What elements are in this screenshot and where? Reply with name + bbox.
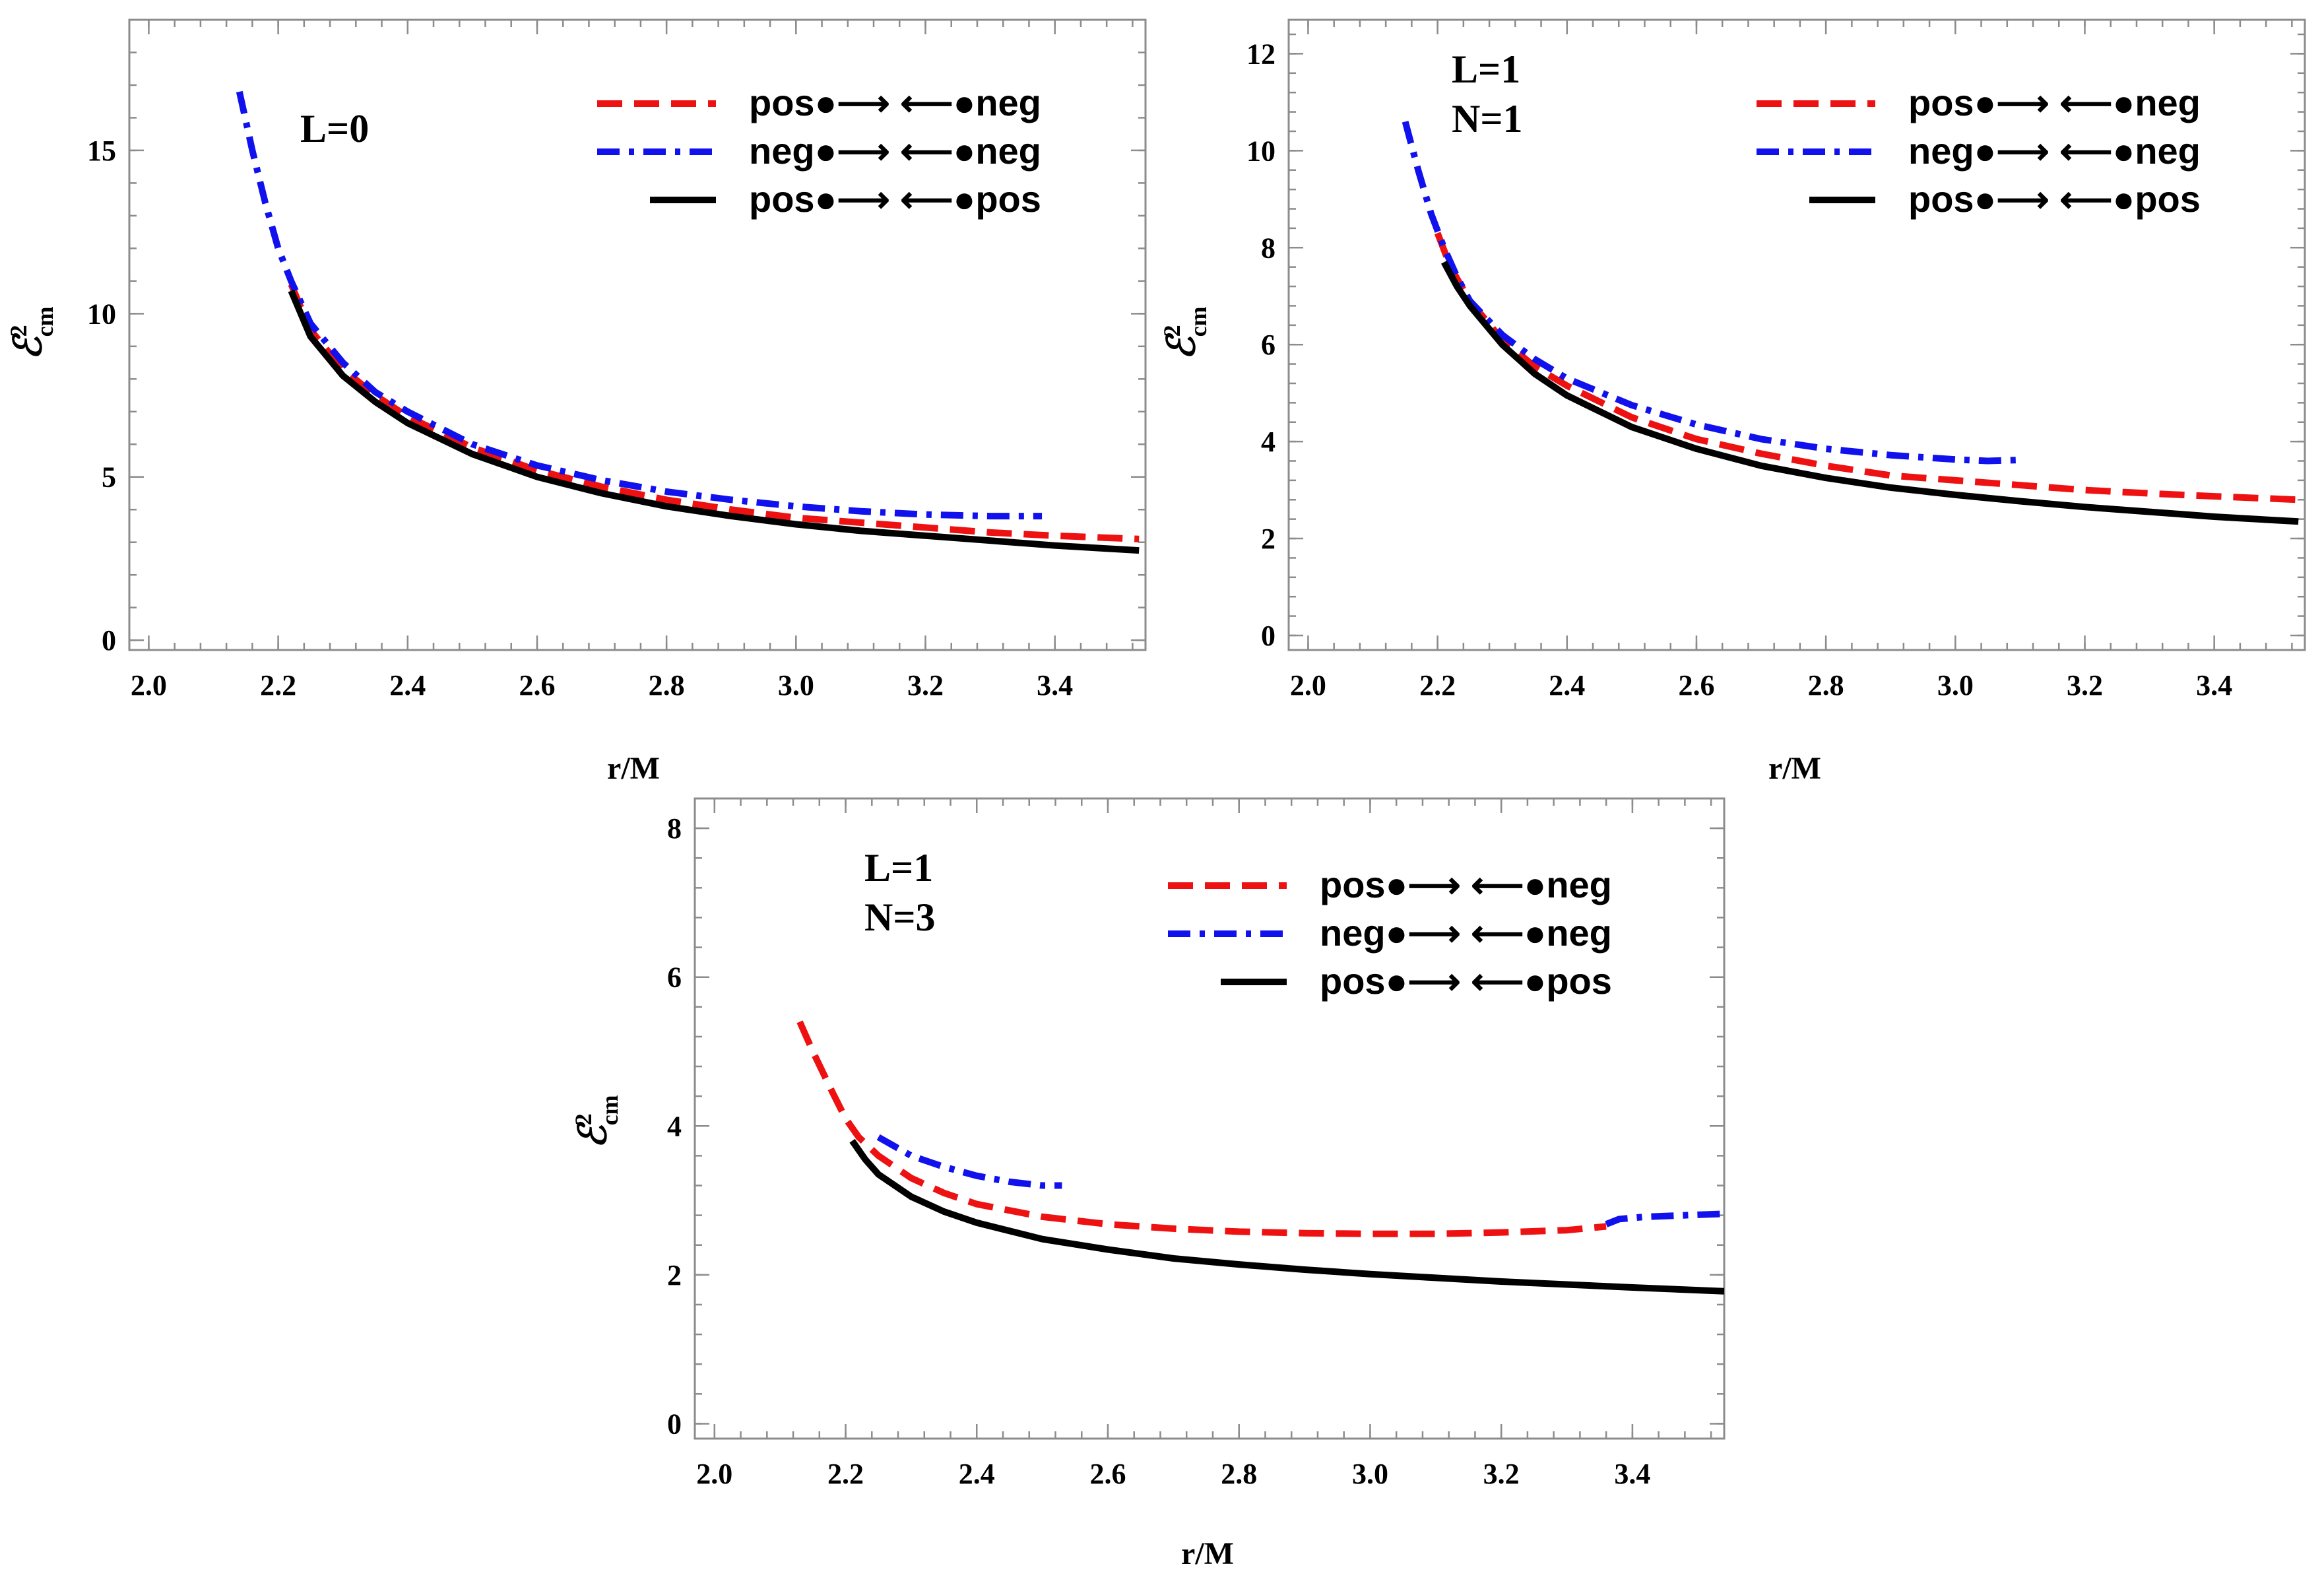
series-line-neg_neg: [1402, 121, 2020, 465]
x-tick-label: 3.0: [778, 669, 814, 701]
x-tick-label: 2.8: [1808, 669, 1844, 701]
x-tick-label: 2.2: [827, 1458, 864, 1490]
legend-entry-neg_neg: neg●⟶ ⟵●neg: [1320, 912, 1612, 954]
x-tick-label: 2.6: [519, 669, 555, 701]
y-tick-label: 5: [102, 461, 116, 494]
y-tick-label: 15: [87, 135, 116, 167]
x-tick-label: 2.8: [649, 669, 685, 701]
legend-entry-pos_neg: pos●⟶ ⟵●neg: [1320, 864, 1612, 905]
y-tick-label: 8: [1261, 232, 1275, 264]
y-tick-label: 10: [1246, 135, 1275, 167]
x-tick-label: 2.0: [696, 1458, 732, 1490]
plot-frame: [1287, 18, 2306, 651]
series-group: [236, 90, 1140, 554]
x-tick-label: 2.8: [1221, 1458, 1257, 1490]
series-group: [1402, 121, 2299, 525]
x-tick-label: 3.4: [1614, 1458, 1650, 1490]
x-axis-label: r/M: [1768, 751, 1821, 786]
y-axis-label-sub: cm: [32, 306, 58, 337]
chart-panel-panel-L1-N1: 2.0 2.2 2.4 2.6 2.8 3.0 3.2 3.4024681012r/Mℰ2cm…: [1159, 18, 2306, 786]
series-line-neg_neg: [876, 1134, 1062, 1189]
y-tick-label: 2: [1261, 523, 1275, 555]
panel-annotation: L=0: [300, 107, 369, 150]
plot-frame: [128, 18, 1147, 651]
legend-entry-pos_pos: pos●⟶ ⟵●pos: [749, 178, 1041, 220]
y-tick-label: 6: [667, 961, 682, 994]
x-tick-label: 3.2: [1483, 1458, 1520, 1490]
y-axis-label: ℰ2cm: [570, 1095, 623, 1148]
y-tick-label: 4: [1261, 426, 1275, 458]
legend-entry-pos_pos: pos●⟶ ⟵●pos: [1908, 178, 2201, 220]
series-line-pos_neg: [288, 282, 1140, 542]
series-line-pos_neg: [796, 1020, 1607, 1237]
x-axis-label: r/M: [607, 751, 660, 786]
y-axis-label-sup: 2: [1159, 325, 1185, 337]
series-line-pos_neg: [1434, 232, 2299, 504]
panel-annotation: N=3: [864, 895, 936, 939]
plot-frame: [694, 797, 1726, 1440]
y-tick-label: 0: [102, 624, 116, 657]
x-tick-label: 2.2: [260, 669, 296, 701]
y-tick-label: 12: [1246, 38, 1275, 70]
panel-annotation: L=1: [864, 846, 933, 890]
x-tick-label: 3.4: [1037, 669, 1073, 701]
y-tick-label: 4: [667, 1110, 682, 1142]
y-axis-label: ℰ2cm: [5, 306, 58, 360]
y-axis-label-base: ℰ: [571, 1121, 614, 1149]
y-axis-label-base: ℰ: [1160, 333, 1203, 360]
y-axis-label-sup: 2: [570, 1113, 597, 1125]
y-axis-label-sub: cm: [1185, 306, 1211, 337]
y-axis-label: ℰ2cm: [1159, 306, 1211, 360]
y-axis-label-base: ℰ: [7, 333, 49, 360]
y-axis-label-sub: cm: [597, 1095, 623, 1125]
series-line-neg_neg: [236, 90, 1043, 520]
x-tick-label: 2.6: [1678, 669, 1714, 701]
y-axis-label-sup: 2: [5, 325, 32, 337]
x-tick-label: 2.6: [1089, 1458, 1126, 1490]
x-tick-label: 2.4: [1549, 669, 1585, 701]
x-tick-label: 3.4: [2196, 669, 2232, 701]
panel-annotation: L=1: [1452, 48, 1520, 91]
series-line-pos_pos: [288, 289, 1140, 554]
series-line-neg_neg_tail: [1605, 1210, 1724, 1227]
series-group: [796, 1020, 1724, 1295]
x-tick-label: 3.2: [2067, 669, 2103, 701]
legend-entry-neg_neg: neg●⟶ ⟵●neg: [1908, 130, 2201, 172]
y-tick-label: 8: [667, 812, 682, 845]
x-tick-label: 2.2: [1419, 669, 1456, 701]
x-tick-label: 3.2: [907, 669, 944, 701]
legend-entry-pos_neg: pos●⟶ ⟵●neg: [749, 82, 1041, 123]
chart-panel-panel-L1-N3: 2.0 2.2 2.4 2.6 2.8 3.0 3.2 3.402468r/Mℰ2cmL=1N…: [570, 797, 1726, 1571]
y-tick-label: 6: [1261, 329, 1275, 361]
x-tick-label: 3.0: [1937, 669, 1974, 701]
x-tick-label: 2.0: [131, 669, 167, 701]
chart-panel-panel-L0: 2.0 2.2 2.4 2.6 2.8 3.0 3.2 3.4 0 5 10 15 r/M ℰ2cm L=0…: [5, 18, 1147, 786]
x-tick-label: 2.4: [959, 1458, 995, 1490]
panel-annotation: N=1: [1452, 97, 1523, 141]
series-line-pos_pos: [849, 1138, 1724, 1295]
x-tick-label: 3.0: [1352, 1458, 1388, 1490]
legend-entry-pos_neg: pos●⟶ ⟵●neg: [1908, 82, 2201, 123]
x-tick-label: 2.4: [389, 669, 426, 701]
legend-entry-pos_pos: pos●⟶ ⟵●pos: [1320, 960, 1612, 1002]
x-tick-label: 2.0: [1290, 669, 1326, 701]
y-tick-label: 2: [667, 1259, 682, 1291]
y-tick-label: 10: [87, 298, 116, 330]
legend-entry-neg_neg: neg●⟶ ⟵●neg: [749, 130, 1041, 172]
y-tick-label: 0: [1261, 620, 1275, 652]
series-line-pos_pos: [1440, 260, 2299, 525]
x-axis-label: r/M: [1181, 1536, 1234, 1571]
y-tick-label: 0: [667, 1408, 682, 1440]
